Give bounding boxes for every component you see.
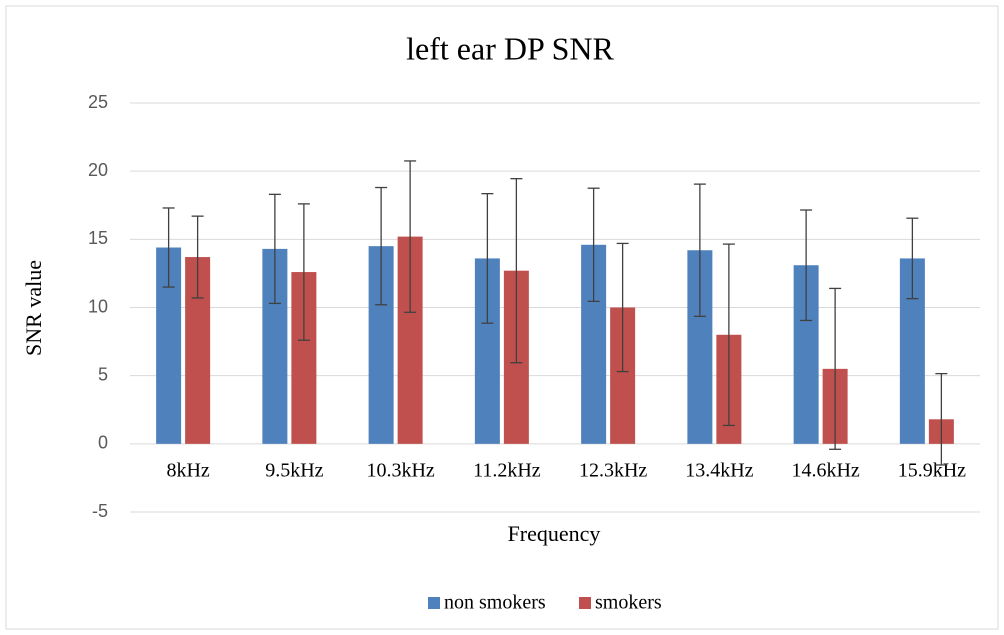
error-bar (268, 193, 281, 305)
x-tick-label: 14.6kHz (791, 460, 859, 482)
y-tick-label: 15 (88, 228, 108, 248)
legend-swatch (579, 597, 591, 609)
y-tick-label: 0 (98, 433, 108, 453)
y-axis-label: SNR value (21, 260, 46, 356)
error-bar (722, 243, 735, 427)
y-tick-label: 25 (88, 92, 108, 112)
x-tick-label: 8kHz (166, 460, 209, 482)
error-bar (616, 242, 629, 373)
error-bar (191, 215, 204, 299)
error-bar (935, 372, 948, 466)
y-tick-label: 20 (88, 160, 108, 180)
x-axis-label: Frequency (508, 521, 601, 546)
x-tick-label: 10.3kHz (366, 460, 434, 482)
error-bar (829, 287, 842, 450)
chart-title: left ear DP SNR (406, 30, 614, 66)
legend-swatch (428, 597, 440, 609)
legend-label: smokers (595, 592, 662, 614)
y-tick-label: -5 (92, 501, 108, 521)
x-tick-label: 12.3kHz (579, 460, 647, 482)
x-tick-label: 11.2kHz (473, 460, 541, 482)
error-bar (906, 217, 919, 300)
error-bar (510, 178, 523, 364)
y-tick-label: 10 (88, 296, 108, 316)
x-tick-label: 9.5kHz (265, 460, 323, 482)
error-bar (481, 193, 494, 324)
legend-label: non smokers (444, 592, 546, 614)
error-bar (375, 186, 388, 306)
error-bar (404, 160, 417, 313)
x-tick-label: 15.9kHz (898, 460, 966, 482)
error-bar (800, 209, 813, 322)
error-bar (297, 203, 310, 341)
x-tick-label: 13.4kHz (685, 460, 753, 482)
error-bar (693, 183, 706, 318)
error-bar (162, 207, 175, 288)
chart-border (5, 5, 999, 630)
y-tick-label: 5 (98, 364, 108, 384)
error-bar (587, 187, 600, 303)
